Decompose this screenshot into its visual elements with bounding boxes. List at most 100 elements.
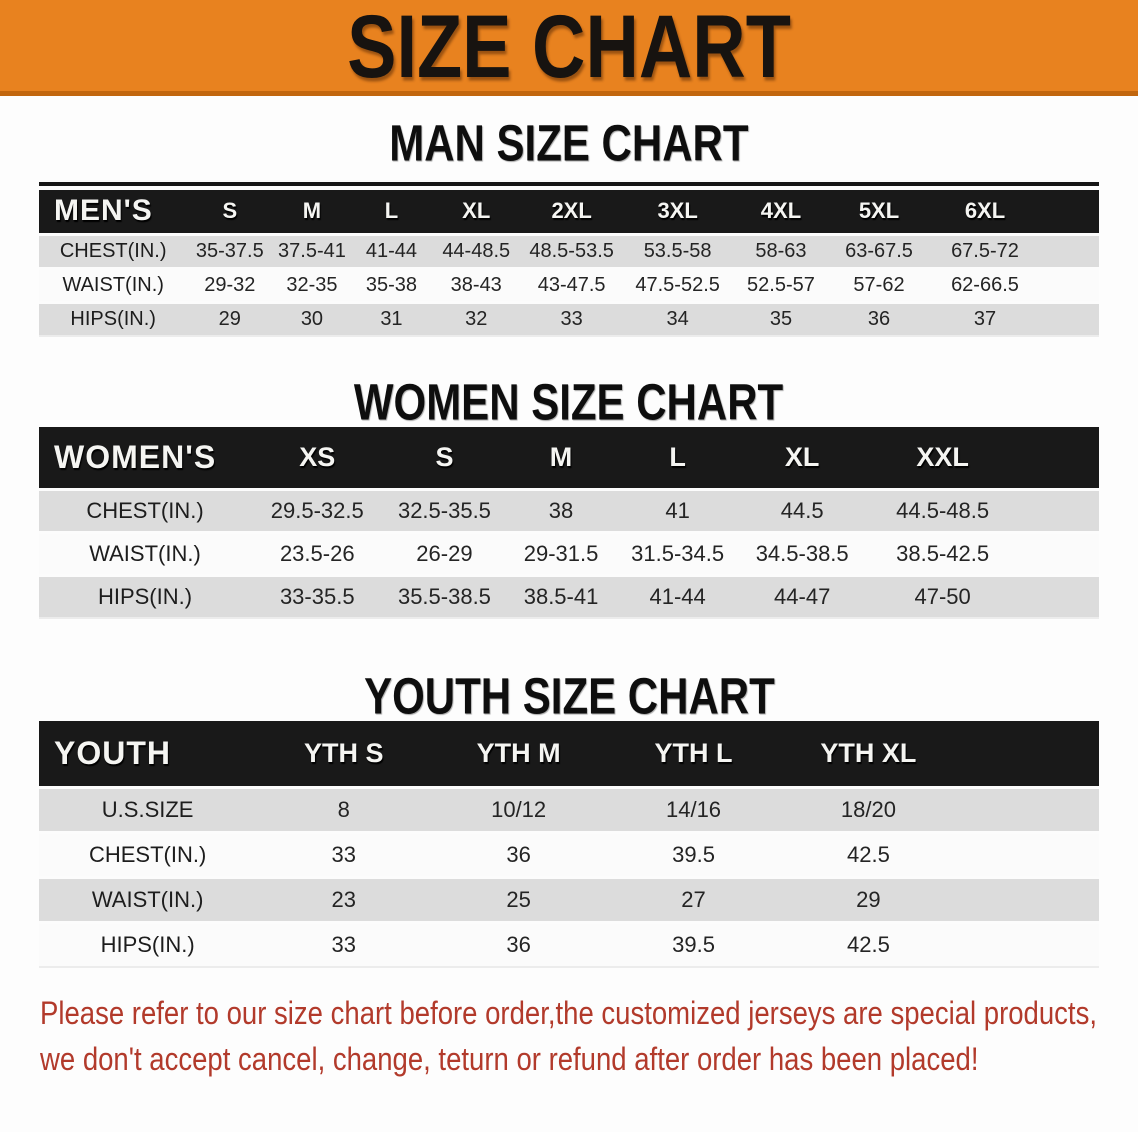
row-label: U.S.SIZE: [39, 785, 257, 832]
men-size-section: MAN SIZE CHART MEN'S S M L XL 2XL 3XL 4XL 5XL 6XL…: [0, 118, 1138, 337]
size-value-cell: 43-47.5: [521, 266, 622, 302]
row-filler: [1040, 266, 1099, 302]
size-value-cell: 27: [606, 875, 781, 922]
size-table-header-row: YOUTH YTH S YTH M YTH L YTH XL: [39, 721, 1099, 787]
size-value-cell: 38.5-41: [505, 573, 617, 619]
size-value-cell: 52.5-57: [733, 266, 829, 302]
size-table-header-row: MEN'S S M L XL 2XL 3XL 4XL 5XL 6XL: [39, 190, 1099, 234]
size-column-header: XS: [251, 427, 384, 489]
size-value-cell: 29-31.5: [505, 530, 617, 575]
disclaimer-text: Please refer to our size chart before or…: [0, 990, 1138, 1082]
row-filler: [1019, 573, 1099, 619]
row-filler: [1040, 300, 1099, 337]
size-column-header: YTH M: [431, 721, 607, 787]
row-label: WAIST(IN.): [39, 875, 257, 922]
table-category-label: MEN'S: [39, 190, 188, 234]
size-column-header: XL: [738, 427, 866, 489]
size-value-cell: 53.5-58: [621, 232, 734, 268]
measurement-row: WAIST(IN.) 23 25 27 29: [39, 875, 1099, 922]
row-label: CHEST(IN.): [39, 232, 188, 268]
size-value-cell: 33: [521, 300, 622, 337]
measurement-row: CHEST(IN.) 33 36 39.5 42.5: [39, 830, 1099, 877]
size-value-cell: 41-44: [351, 232, 432, 268]
row-label: HIPS(IN.): [39, 920, 257, 968]
size-value-cell: 58-63: [733, 232, 829, 268]
row-filler: [955, 875, 1099, 922]
measurement-row: HIPS(IN.) 33-35.5 35.5-38.5 38.5-41 41-44 44-…: [39, 573, 1099, 619]
row-filler: [1019, 530, 1099, 575]
size-value-cell: 34.5-38.5: [738, 530, 866, 575]
row-filler: [955, 920, 1099, 968]
size-column-header: YTH S: [256, 721, 432, 787]
size-value-cell: 32: [431, 300, 522, 337]
size-value-cell: 31.5-34.5: [616, 530, 739, 575]
size-value-cell: 67.5-72: [929, 232, 1041, 268]
size-value-cell: 33-35.5: [251, 573, 384, 619]
row-label: CHEST(IN.): [39, 487, 251, 532]
measurement-row: WAIST(IN.) 29-32 32-35 35-38 38-43 43-47.5 47.…: [39, 266, 1099, 302]
women-section-heading: WOMEN SIZE CHART: [354, 373, 784, 431]
size-value-cell: 37: [929, 300, 1041, 337]
size-value-cell: 35-37.5: [187, 232, 273, 268]
row-filler: [955, 830, 1099, 877]
men-section-heading: MAN SIZE CHART: [389, 114, 749, 172]
size-value-cell: 29: [187, 300, 273, 337]
size-column-header: YTH XL: [780, 721, 956, 787]
size-value-cell: 34: [621, 300, 734, 337]
size-value-cell: 33: [256, 920, 432, 968]
size-value-cell: 8: [256, 785, 432, 832]
size-table-header-row: WOMEN'S XS S M L XL XXL: [39, 427, 1099, 489]
size-value-cell: 44.5: [738, 487, 866, 532]
size-column-header: XXL: [865, 427, 1020, 489]
size-column-header: S: [187, 190, 273, 234]
size-value-cell: 38-43: [431, 266, 522, 302]
page-title: SIZE CHART: [347, 0, 791, 97]
size-column-header: L: [616, 427, 739, 489]
size-column-header: S: [383, 427, 506, 489]
size-value-cell: 36: [828, 300, 930, 337]
size-column-header: 2XL: [521, 190, 622, 234]
size-value-cell: 31: [351, 300, 432, 337]
size-value-cell: 41-44: [616, 573, 739, 619]
measurement-row: CHEST(IN.) 29.5-32.5 32.5-35.5 38 41 44.5 44.5…: [39, 487, 1099, 532]
size-column-header: 5XL: [828, 190, 930, 234]
row-label: CHEST(IN.): [39, 830, 257, 877]
size-column-header: L: [351, 190, 432, 234]
size-value-cell: 47.5-52.5: [621, 266, 734, 302]
size-column-header: XL: [431, 190, 522, 234]
table-category-label: WOMEN'S: [39, 427, 251, 489]
size-value-cell: 57-62: [828, 266, 930, 302]
row-filler: [1019, 487, 1099, 532]
size-value-cell: 39.5: [606, 830, 781, 877]
size-value-cell: 41: [616, 487, 739, 532]
women-size-table: WOMEN'S XS S M L XL XXL CHEST(IN.) 29.5-32.5 32.5…: [39, 427, 1099, 619]
size-value-cell: 63-67.5: [828, 232, 930, 268]
measurement-row: HIPS(IN.) 33 36 39.5 42.5: [39, 920, 1099, 968]
banner: SIZE CHART: [0, 0, 1138, 96]
size-value-cell: 36: [431, 830, 607, 877]
size-value-cell: 14/16: [606, 785, 781, 832]
size-value-cell: 23.5-26: [251, 530, 384, 575]
size-value-cell: 47-50: [865, 573, 1020, 619]
size-value-cell: 44-47: [738, 573, 866, 619]
size-value-cell: 44.5-48.5: [865, 487, 1020, 532]
size-column-header: YTH L: [606, 721, 781, 787]
header-filler: [1019, 427, 1099, 489]
size-value-cell: 32-35: [272, 266, 352, 302]
size-value-cell: 32.5-35.5: [383, 487, 506, 532]
row-label: WAIST(IN.): [39, 266, 188, 302]
size-value-cell: 29: [780, 875, 956, 922]
size-value-cell: 35.5-38.5: [383, 573, 506, 619]
size-value-cell: 10/12: [431, 785, 607, 832]
size-value-cell: 38: [505, 487, 617, 532]
size-value-cell: 30: [272, 300, 352, 337]
size-value-cell: 38.5-42.5: [865, 530, 1020, 575]
header-filler: [955, 721, 1099, 787]
measurement-row: WAIST(IN.) 23.5-26 26-29 29-31.5 31.5-34.5 34…: [39, 530, 1099, 575]
size-column-header: M: [272, 190, 352, 234]
measurement-row: U.S.SIZE 8 10/12 14/16 18/20: [39, 785, 1099, 832]
youth-section-heading: YOUTH SIZE CHART: [363, 667, 775, 725]
size-column-header: 6XL: [929, 190, 1041, 234]
disclaimer-line-1: Please refer to our size chart before or…: [40, 995, 1097, 1031]
